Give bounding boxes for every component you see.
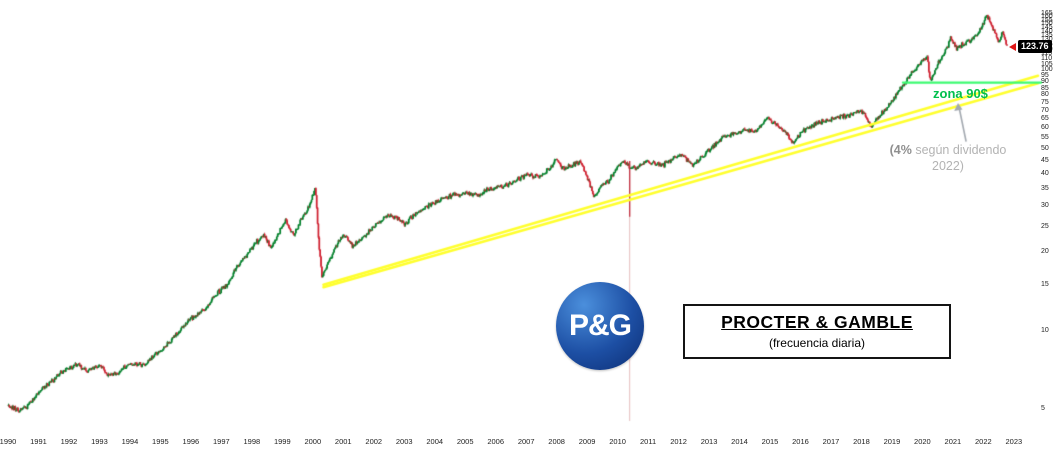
x-axis-year-label: 2021 bbox=[944, 437, 962, 446]
dividend-note-year: 2022) bbox=[932, 159, 964, 173]
dividend-note-percent: (4% bbox=[889, 143, 912, 157]
y-axis-price-label: 80 bbox=[1041, 91, 1049, 99]
y-axis-price-label: 45 bbox=[1041, 156, 1049, 164]
y-axis-price-label: 140 bbox=[1041, 28, 1053, 36]
x-axis-year-label: 2014 bbox=[731, 437, 748, 446]
y-axis-price-label: 100 bbox=[1041, 66, 1053, 74]
x-axis-year-label: 2012 bbox=[670, 437, 687, 446]
x-axis-year-label: 2013 bbox=[700, 437, 718, 446]
y-axis-price-label: 90 bbox=[1041, 78, 1049, 86]
y-axis-price-label: 150 bbox=[1041, 20, 1053, 28]
zone-90-label: zona 90$ bbox=[933, 86, 988, 101]
y-axis-price-label: 160 bbox=[1041, 12, 1053, 20]
chart-subtitle: (frecuencia diaria) bbox=[768, 336, 866, 350]
y-axis-price-label: 105 bbox=[1041, 60, 1053, 68]
title-box: PROCTER & GAMBLE (frecuencia diaria) bbox=[683, 304, 951, 359]
x-axis-year-label: 1999 bbox=[273, 437, 291, 446]
y-axis-price-label: 95 bbox=[1041, 71, 1049, 79]
x-axis-year-label: 2023 bbox=[1005, 437, 1023, 446]
x-axis-year-label: 2000 bbox=[304, 437, 322, 446]
y-axis-price-label: 40 bbox=[1041, 169, 1049, 177]
x-axis-year-label: 2009 bbox=[578, 437, 596, 446]
y-axis-price-label: 50 bbox=[1041, 144, 1049, 152]
x-axis-year-label: 2007 bbox=[517, 437, 535, 446]
y-axis-price-label: 75 bbox=[1041, 98, 1049, 106]
y-axis-price-label: 155 bbox=[1041, 16, 1053, 24]
x-axis-year-label: 2003 bbox=[395, 437, 413, 446]
x-axis-year-label: 2019 bbox=[883, 437, 901, 446]
last-price-value: 123.76 bbox=[1021, 40, 1049, 51]
x-axis-year-label: 2016 bbox=[792, 437, 809, 446]
y-axis-price-label: 65 bbox=[1041, 114, 1049, 122]
x-axis-year-label: 2002 bbox=[365, 437, 383, 446]
pg-logo: P&G bbox=[556, 282, 644, 370]
last-price-arrow-icon bbox=[1009, 42, 1016, 51]
x-axis-year-label: 1998 bbox=[243, 437, 261, 446]
y-axis-price-label: 110 bbox=[1041, 55, 1053, 63]
x-axis-year-label: 2018 bbox=[853, 437, 870, 446]
x-axis-year-label: 2008 bbox=[548, 437, 565, 446]
y-axis-price-label: 165 bbox=[1041, 9, 1053, 17]
x-axis-year-label: 2015 bbox=[761, 437, 779, 446]
x-axis-year-label: 2005 bbox=[456, 437, 474, 446]
y-axis-price-label: 20 bbox=[1041, 248, 1049, 256]
x-axis-year-label: 1990 bbox=[0, 437, 17, 446]
y-axis-price-label: 115 bbox=[1041, 50, 1053, 58]
y-axis-price-label: 60 bbox=[1041, 124, 1049, 131]
chart-title: PROCTER & GAMBLE bbox=[721, 312, 913, 332]
x-axis-year-label: 1996 bbox=[182, 437, 200, 446]
x-axis-year-label: 1997 bbox=[213, 437, 230, 446]
x-axis-year-label: 1994 bbox=[121, 437, 139, 446]
x-axis-year-label: 2022 bbox=[975, 437, 992, 446]
y-axis-price-label: 35 bbox=[1041, 185, 1049, 193]
y-axis-price-label: 30 bbox=[1041, 202, 1049, 210]
y-axis-price-label: 70 bbox=[1041, 106, 1049, 114]
y-axis-price-label: 5 bbox=[1041, 405, 1045, 413]
x-axis-year-label: 2001 bbox=[334, 437, 352, 446]
x-axis-year-label: 2020 bbox=[914, 437, 931, 446]
y-axis-price-label: 55 bbox=[1041, 133, 1049, 141]
y-axis-price-label: 145 bbox=[1041, 24, 1053, 32]
x-axis-year-label: 2010 bbox=[609, 437, 626, 446]
last-price-badge: 123.76 bbox=[1018, 39, 1052, 53]
x-axis-year-label: 2006 bbox=[487, 437, 505, 446]
y-axis-price-label: 10 bbox=[1041, 326, 1049, 334]
dividend-note: (4% según dividendo 2022) bbox=[872, 142, 1024, 174]
x-axis-year-label: 2004 bbox=[426, 437, 444, 446]
y-axis-price-label: 85 bbox=[1041, 84, 1049, 92]
dividend-note-text: según dividendo bbox=[911, 143, 1007, 157]
x-axis-year-label: 2017 bbox=[822, 437, 840, 446]
x-axis-year-label: 2011 bbox=[640, 437, 657, 446]
x-axis-year-label: 1993 bbox=[91, 437, 108, 446]
y-axis-price-label: 135 bbox=[1041, 32, 1053, 40]
x-axis-year-label: 1991 bbox=[30, 437, 47, 446]
x-axis-year-label: 1992 bbox=[60, 437, 78, 446]
pg-logo-text: P&G bbox=[568, 309, 632, 342]
y-axis-price-label: 15 bbox=[1041, 280, 1049, 288]
x-axis-year-label: 1995 bbox=[152, 437, 169, 446]
y-axis-price-label: 25 bbox=[1041, 223, 1049, 231]
